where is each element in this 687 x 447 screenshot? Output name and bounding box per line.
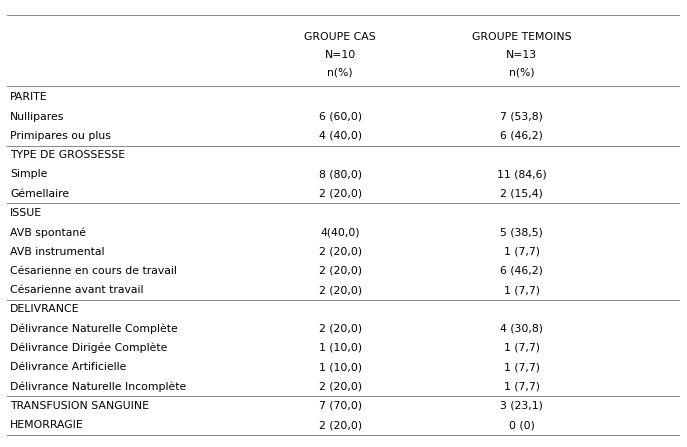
Text: 2 (20,0): 2 (20,0) [319, 381, 361, 392]
Text: AVB instrumental: AVB instrumental [10, 247, 104, 257]
Text: 1 (7,7): 1 (7,7) [504, 381, 540, 392]
Text: 2 (20,0): 2 (20,0) [319, 324, 361, 333]
Text: 6 (46,2): 6 (46,2) [500, 266, 543, 276]
Text: Délivrance Dirigée Complète: Délivrance Dirigée Complète [10, 343, 168, 353]
Text: 6 (46,2): 6 (46,2) [500, 131, 543, 141]
Text: 2 (20,0): 2 (20,0) [319, 266, 361, 276]
Text: 6 (60,0): 6 (60,0) [319, 112, 361, 122]
Text: 7 (53,8): 7 (53,8) [500, 112, 543, 122]
Text: 1 (10,0): 1 (10,0) [319, 343, 361, 353]
Text: 3 (23,1): 3 (23,1) [500, 401, 543, 411]
Text: 7 (70,0): 7 (70,0) [319, 401, 361, 411]
Text: 4(40,0): 4(40,0) [320, 227, 360, 237]
Text: PARITE: PARITE [10, 93, 48, 102]
Text: 0 (0): 0 (0) [509, 420, 535, 430]
Text: 2 (20,0): 2 (20,0) [319, 285, 361, 295]
Text: N=10: N=10 [324, 50, 356, 60]
Text: 2 (15,4): 2 (15,4) [500, 189, 543, 199]
Text: Nullipares: Nullipares [10, 112, 65, 122]
Text: 2 (20,0): 2 (20,0) [319, 420, 361, 430]
Text: Gémellaire: Gémellaire [10, 189, 69, 199]
Text: 11 (84,6): 11 (84,6) [497, 169, 547, 179]
Text: n(%): n(%) [509, 67, 534, 77]
Text: Césarienne avant travail: Césarienne avant travail [10, 285, 144, 295]
Text: Délivrance Naturelle Complète: Délivrance Naturelle Complète [10, 323, 178, 334]
Text: GROUPE TEMOINS: GROUPE TEMOINS [472, 32, 572, 42]
Text: Césarienne en cours de travail: Césarienne en cours de travail [10, 266, 177, 276]
Text: 2 (20,0): 2 (20,0) [319, 247, 361, 257]
Text: Délivrance Artificielle: Délivrance Artificielle [10, 362, 126, 372]
Text: ISSUE: ISSUE [10, 208, 43, 218]
Text: Primipares ou plus: Primipares ou plus [10, 131, 111, 141]
Text: DELIVRANCE: DELIVRANCE [10, 304, 80, 314]
Text: 1 (10,0): 1 (10,0) [319, 362, 361, 372]
Text: TYPE DE GROSSESSE: TYPE DE GROSSESSE [10, 150, 125, 160]
Text: 8 (80,0): 8 (80,0) [319, 169, 361, 179]
Text: TRANSFUSION SANGUINE: TRANSFUSION SANGUINE [10, 401, 149, 411]
Text: n(%): n(%) [327, 67, 353, 77]
Text: 1 (7,7): 1 (7,7) [504, 362, 540, 372]
Text: 1 (7,7): 1 (7,7) [504, 247, 540, 257]
Text: HEMORRAGIE: HEMORRAGIE [10, 420, 84, 430]
Text: 4 (30,8): 4 (30,8) [500, 324, 543, 333]
Text: Simple: Simple [10, 169, 47, 179]
Text: N=13: N=13 [506, 50, 537, 60]
Text: 1 (7,7): 1 (7,7) [504, 285, 540, 295]
Text: 1 (7,7): 1 (7,7) [504, 343, 540, 353]
Text: Délivrance Naturelle Incomplète: Délivrance Naturelle Incomplète [10, 381, 186, 392]
Text: 5 (38,5): 5 (38,5) [500, 227, 543, 237]
Text: GROUPE CAS: GROUPE CAS [304, 32, 376, 42]
Text: 2 (20,0): 2 (20,0) [319, 189, 361, 199]
Text: 4 (40,0): 4 (40,0) [319, 131, 361, 141]
Text: AVB spontané: AVB spontané [10, 227, 87, 237]
